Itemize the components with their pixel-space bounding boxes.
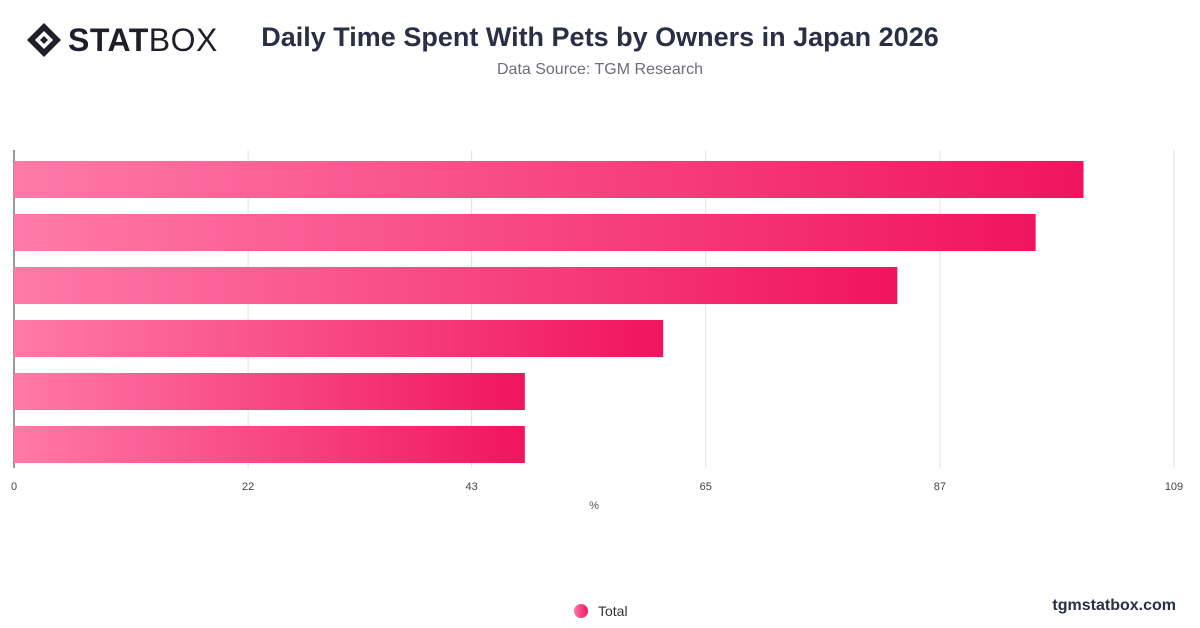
bar[interactable] [14, 425, 525, 464]
chart-title: Daily Time Spent With Pets by Owners in … [261, 22, 939, 52]
chart-subtitle: Data Source: TGM Research [496, 61, 703, 78]
bar[interactable] [14, 213, 1036, 252]
bar[interactable] [14, 372, 525, 411]
legend[interactable]: Total [574, 603, 628, 619]
x-tick-label: 43 [465, 481, 477, 493]
bar[interactable] [14, 160, 1084, 199]
logo-bold-text: STAT [68, 22, 149, 58]
x-tick-label: 65 [700, 481, 712, 493]
logo-light-text: BOX [148, 22, 218, 58]
bar[interactable] [14, 319, 664, 358]
site-url: tgmstatbox.com [1052, 597, 1176, 614]
logo-wordmark: STATBOX [68, 22, 218, 58]
bar[interactable] [14, 266, 898, 305]
statbox-logo: STATBOX [26, 22, 218, 58]
x-tick-label: 87 [934, 481, 946, 493]
x-tick-label: 0 [11, 481, 17, 493]
diamond-logo-icon [27, 23, 61, 57]
x-axis-label: % [589, 500, 599, 512]
legend-marker-icon [574, 604, 588, 618]
x-tick-label: 109 [1165, 481, 1183, 493]
legend-label-total: Total [598, 603, 628, 619]
x-tick-label: 22 [242, 481, 254, 493]
